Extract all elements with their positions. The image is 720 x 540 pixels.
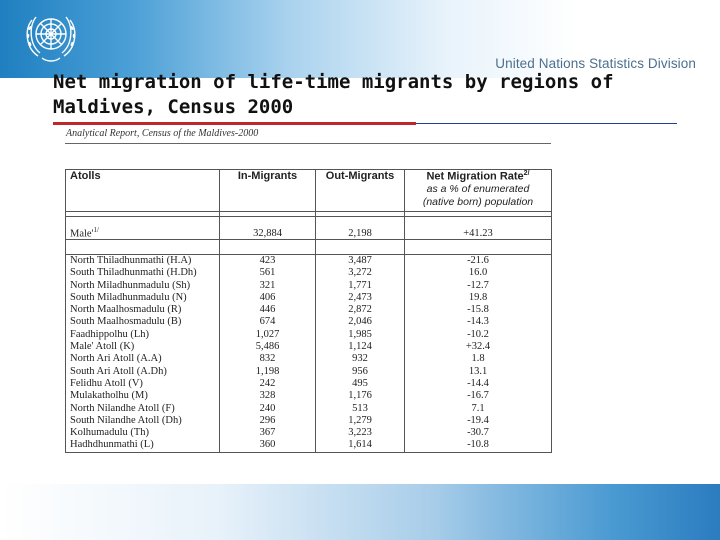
net-rate-value: -14.3	[467, 316, 489, 328]
slide-title-line2: Maldives, Census 2000	[53, 96, 294, 118]
atoll-name: North Thiladhunmathi (H.A)	[70, 255, 192, 266]
in-migrants-value: 367	[259, 427, 276, 439]
in-migrants-value: 321	[259, 279, 276, 291]
atoll-name: Kolhumadulu (Th)	[70, 427, 150, 439]
atoll-name: South Ari Atoll (A.Dh)	[70, 365, 167, 377]
net-rate-value: -30.7	[467, 427, 489, 439]
male-out-migrants: 2,198	[315, 216, 405, 240]
in-migrants-value: 296	[259, 414, 276, 426]
male-footnote-marker: 1/	[93, 225, 99, 234]
atoll-name: Felidhu Atoll (V)	[70, 377, 143, 389]
in-migrants-value: 423	[259, 255, 276, 266]
rate-title: Net Migration Rate2/	[405, 170, 551, 183]
out-migrants-value: 495	[352, 377, 368, 389]
column-header-net-migration-rate: Net Migration Rate2/ as a % of enumerate…	[404, 169, 552, 212]
slide-title: Net migration of life-time migrants by r…	[53, 70, 614, 120]
out-migrants-value: 1,985	[348, 328, 372, 340]
in-migrants-value: 5,486	[255, 341, 280, 353]
net-rate-value: -12.7	[467, 279, 489, 291]
rate-title-text: Net Migration Rate	[426, 170, 524, 183]
net-rate-value: -16.7	[467, 390, 489, 402]
out-migrants-value: 1,614	[348, 439, 372, 451]
male-name: Male'	[70, 228, 94, 239]
out-migrants-value: 932	[352, 353, 368, 365]
column-header-out-migrants: Out-Migrants	[315, 169, 405, 212]
title-underline-extension	[416, 123, 677, 124]
atoll-name: Male' Atoll (K)	[70, 341, 135, 353]
atoll-name: North Ari Atoll (A.A)	[70, 353, 162, 365]
rate-subtitle-line1: as a % of enumerated	[426, 182, 530, 195]
in-migrants-value: 561	[259, 267, 276, 279]
atoll-name: Faadhippolhu (Lh)	[70, 328, 150, 340]
in-migrants-value: 242	[259, 377, 276, 389]
table-row-male: Male'1/ 32,884 2,198 +41.23	[65, 216, 552, 240]
atoll-name: Mulakatholhu (M)	[70, 390, 148, 402]
atoll-name: South Miladhunmadulu (N)	[70, 291, 187, 303]
male-net-rate: +41.23	[404, 216, 552, 240]
in-migrants-value: 406	[259, 291, 276, 303]
out-migrants-value: 3,272	[348, 267, 372, 279]
un-emblem-icon	[26, 16, 76, 62]
migration-table: Atolls In-Migrants Out-Migrants Net Migr…	[65, 169, 552, 453]
net-rate-value: 7.1	[471, 402, 485, 414]
net-rate-value: 19.8	[468, 291, 488, 303]
out-migrants-value: 3,487	[348, 255, 372, 266]
out-migrants-column: 3,487 3,272 1,771 2,473 2,872 2,046 1,985 1,124…	[315, 254, 405, 453]
net-rate-value: 1.8	[471, 353, 485, 365]
column-header-in-migrants: In-Migrants	[219, 169, 316, 212]
net-rate-value: -21.6	[467, 255, 489, 266]
atoll-name: Hadhdhunmathi (L)	[70, 439, 154, 451]
gap-row	[65, 239, 552, 255]
slide-title-line1: Net migration of life-time migrants by r…	[53, 71, 614, 93]
in-migrants-value: 360	[259, 439, 276, 451]
report-running-header: Analytical Report, Census of the Maldive…	[66, 128, 259, 139]
out-migrants-value: 2,046	[348, 316, 372, 328]
net-rate-value: -10.2	[467, 328, 489, 340]
atoll-name: North Nilandhe Atoll (F)	[70, 402, 175, 414]
in-migrants-value: 240	[259, 402, 276, 414]
net-rate-value: +32.4	[465, 341, 491, 353]
out-migrants-value: 1,771	[348, 279, 372, 291]
in-migrants-value: 832	[259, 353, 276, 365]
column-header-atolls: Atolls	[65, 169, 220, 212]
rate-footnote-marker: 2/	[523, 170, 530, 177]
in-migrants-value: 674	[259, 316, 276, 328]
organization-name: United Nations Statistics Division	[495, 56, 696, 71]
out-migrants-value: 2,473	[348, 291, 372, 303]
atoll-name: South Thiladhunmathi (H.Dh)	[70, 267, 197, 279]
net-rate-value: 16.0	[468, 267, 488, 279]
out-migrants-value: 3,223	[348, 427, 372, 439]
out-migrants-value: 2,872	[348, 304, 372, 316]
footer-band	[0, 484, 720, 540]
in-migrants-value: 328	[259, 390, 276, 402]
net-rate-value: -10.8	[467, 439, 489, 451]
atoll-names-column: North Thiladhunmathi (H.A) South Thiladhu…	[65, 254, 220, 453]
in-migrants-column: 423 561 321 406 446 674 1,027 5,486 832 1,198 242 3…	[219, 254, 316, 453]
report-table-image: Analytical Report, Census of the Maldive…	[53, 126, 553, 482]
out-migrants-value: 513	[352, 402, 368, 414]
out-migrants-value: 1,124	[348, 341, 372, 353]
male-in-migrants: 32,884	[219, 216, 316, 240]
net-rate-value: -19.4	[467, 414, 489, 426]
net-rate-value: -15.8	[467, 304, 489, 316]
header-banner: United Nations Statistics Division	[0, 0, 720, 78]
in-migrants-value: 1,198	[255, 365, 280, 377]
out-migrants-value: 956	[352, 365, 368, 377]
atoll-name: South Maalhosmadulu (B)	[70, 316, 182, 328]
net-rate-value: -14.4	[467, 377, 489, 389]
title-underline	[53, 122, 416, 125]
atoll-name: South Nilandhe Atoll (Dh)	[70, 414, 182, 426]
out-migrants-value: 1,176	[348, 390, 372, 402]
atoll-data-block: North Thiladhunmathi (H.A) South Thiladhu…	[65, 254, 552, 453]
in-migrants-value: 1,027	[255, 328, 280, 340]
male-name-cell: Male'1/	[65, 216, 220, 240]
report-header-rule	[65, 143, 551, 144]
in-migrants-value: 446	[259, 304, 276, 316]
net-rate-value: 13.1	[468, 365, 488, 377]
rate-subtitle-line2: (native born) population	[422, 195, 534, 208]
net-rate-column: -21.6 16.0 -12.7 19.8 -15.8 -14.3 -10.2 +32.4 1.…	[404, 254, 552, 453]
out-migrants-value: 1,279	[348, 414, 372, 426]
atoll-name: North Miladhunmadulu (Sh)	[70, 279, 191, 291]
atoll-name: North Maalhosmadulu (R)	[70, 304, 182, 316]
